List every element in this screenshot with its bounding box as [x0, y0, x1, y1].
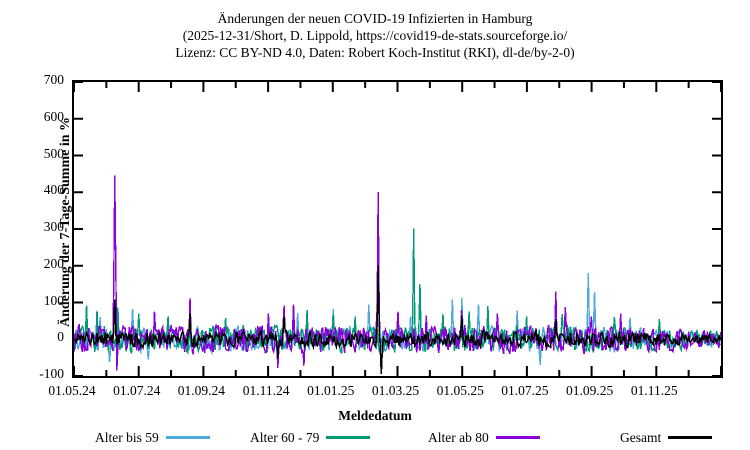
- x-tick-label: 01.07.25: [501, 383, 549, 398]
- legend-item[interactable]: Alter 60 - 79: [250, 428, 371, 448]
- x-tick-label: 01.07.24: [113, 383, 161, 398]
- legend-item[interactable]: Alter ab 80: [428, 428, 540, 448]
- legend-color-swatch: [165, 435, 210, 439]
- y-tick-label: 300: [43, 219, 64, 234]
- y-tick-label: 400: [43, 182, 64, 198]
- legend-color-swatch: [668, 435, 713, 439]
- y-tick-label: 200: [43, 255, 64, 271]
- chart-legend: Alter bis 59 Alter 60 - 79 Alter ab 80 Gesa…: [0, 428, 750, 450]
- legend-item[interactable]: Gesamt: [620, 428, 713, 448]
- x-tick-label: 01.03.25: [371, 383, 420, 398]
- y-tick-label: 100: [43, 292, 64, 308]
- legend-label: Alter ab 80: [428, 430, 489, 445]
- chart-title-block: Änderungen der neuen COVID-19 Infizierte…: [0, 10, 750, 61]
- data-series-group: [74, 175, 721, 375]
- x-tick-label: 01.09.24: [177, 383, 226, 398]
- chart-canvas: [74, 82, 721, 376]
- x-tick-label: 01.05.24: [48, 383, 96, 398]
- legend-color-swatch: [326, 435, 371, 439]
- legend-label: Alter bis 59: [95, 430, 159, 445]
- chart-title-line-2: (2025-12-31/Short, D. Lippold, https://c…: [182, 28, 568, 43]
- plot-area: [72, 80, 723, 378]
- chart-title-line-3: Lizenz: CC BY-ND 4.0, Daten: Robert Koch…: [175, 45, 575, 60]
- x-tick-label: 01.11.25: [630, 383, 678, 398]
- series-line: [74, 265, 721, 375]
- x-axis-label: Meldedatum: [338, 408, 412, 423]
- x-tick-label: 01.05.25: [436, 383, 484, 398]
- chart-title-line-1: Änderungen der neuen COVID-19 Infizierte…: [217, 11, 533, 26]
- legend-label: Gesamt: [620, 430, 662, 445]
- legend-label: Alter 60 - 79: [250, 430, 320, 445]
- y-tick-label: -100: [39, 366, 64, 381]
- y-tick-label: 0: [57, 329, 64, 345]
- legend-item[interactable]: Alter bis 59: [95, 428, 210, 448]
- legend-color-swatch: [495, 435, 540, 439]
- y-tick-label: 600: [43, 108, 64, 124]
- x-tick-label: 01.11.24: [242, 383, 290, 398]
- y-tick-label: 500: [43, 145, 64, 161]
- y-tick-label: 700: [43, 72, 64, 87]
- x-tick-label: 01.01.25: [307, 383, 355, 398]
- x-tick-label: 01.09.25: [565, 383, 614, 398]
